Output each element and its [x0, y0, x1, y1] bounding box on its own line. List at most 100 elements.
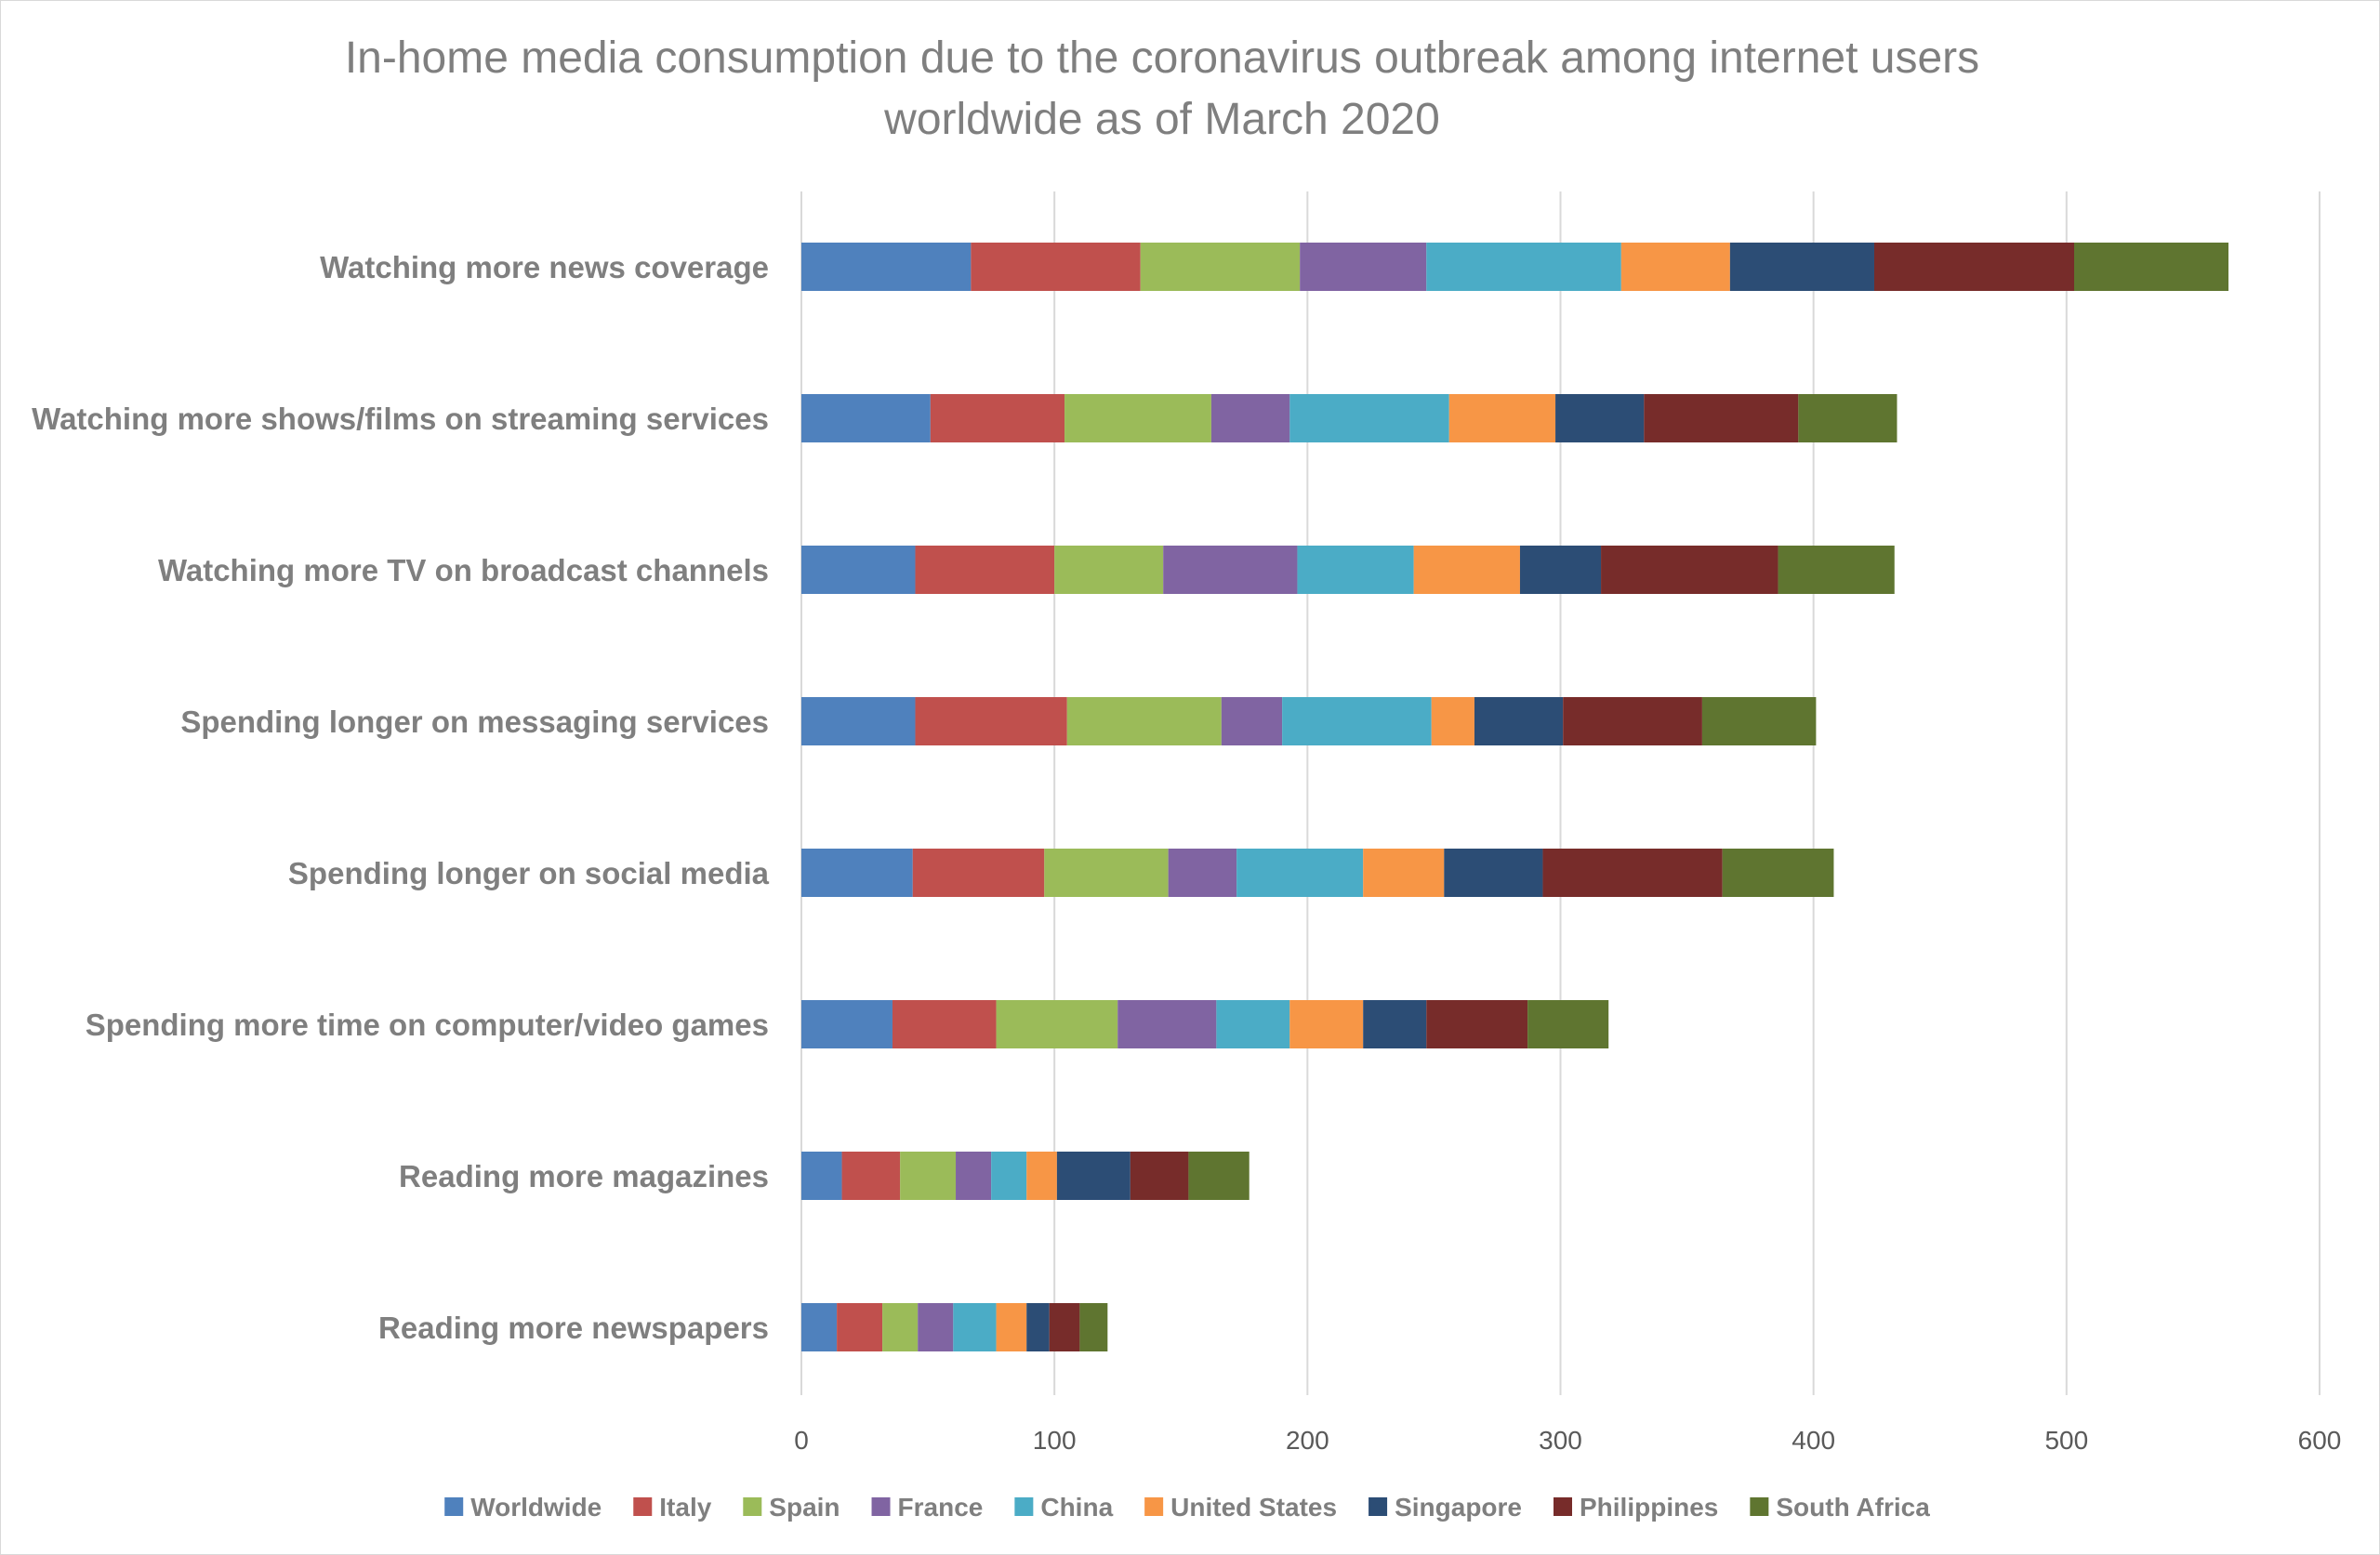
- bar-segment-worldwide: [801, 394, 931, 442]
- bar-segment-france: [956, 1152, 992, 1200]
- legend-swatch: [743, 1497, 762, 1516]
- bar-segment-italy: [971, 243, 1141, 291]
- legend-item: France: [871, 1493, 984, 1522]
- x-tick-label: 400: [1792, 1426, 1835, 1455]
- bar-segment-united-states: [1026, 1152, 1057, 1200]
- legend-label: Singapore: [1395, 1493, 1522, 1522]
- bar-segment-united-states: [1413, 546, 1520, 594]
- bar-segment-united-states: [1431, 697, 1474, 745]
- bar-segment-worldwide: [801, 1152, 842, 1200]
- bar-segment-united-states: [996, 1303, 1027, 1351]
- bar-segment-worldwide: [801, 1000, 892, 1048]
- bar-segment-spain: [1054, 546, 1164, 594]
- category-labels: Watching more news coverage Watching more…: [32, 250, 769, 1345]
- legend-swatch: [1014, 1497, 1034, 1516]
- bar-segment-south-africa: [1188, 1152, 1250, 1200]
- bar-segment-singapore: [1444, 849, 1543, 897]
- bar-segment-singapore: [1519, 546, 1602, 594]
- bar-segment-philippines: [1049, 1303, 1080, 1351]
- bar-segment-spain: [1066, 697, 1222, 745]
- category-label: Watching more TV on broadcast channels: [158, 553, 769, 587]
- bar-segment-spain: [1140, 243, 1301, 291]
- bar-segment-france: [1168, 849, 1237, 897]
- bar-segment-philippines: [1601, 546, 1778, 594]
- legend-label: Worldwide: [470, 1493, 602, 1522]
- bar-segment-philippines: [1563, 697, 1702, 745]
- legend-item: Spain: [743, 1493, 840, 1522]
- bars: [801, 243, 2229, 1351]
- category-label: Watching more shows/films on streaming s…: [32, 402, 769, 436]
- bar-segment-france: [1117, 1000, 1217, 1048]
- category-label: Reading more newspapers: [378, 1311, 769, 1345]
- x-tick-label: 100: [1033, 1426, 1077, 1455]
- legend-swatch: [1750, 1497, 1769, 1516]
- bar-segment-south-africa: [1722, 849, 1834, 897]
- bar-segment-united-states: [1448, 394, 1556, 442]
- legend-swatch: [1144, 1497, 1164, 1516]
- bar-segment-south-africa: [1527, 1000, 1609, 1048]
- bar-segment-spain: [996, 1000, 1118, 1048]
- bar-segment-singapore: [1474, 697, 1564, 745]
- bar-segment-philippines: [1130, 1152, 1189, 1200]
- bar-segment-worldwide: [801, 546, 916, 594]
- category-label: Watching more news coverage: [320, 250, 769, 284]
- legend-item: Italy: [633, 1493, 712, 1522]
- bar-segment-worldwide: [801, 1303, 838, 1351]
- bar-segment-france: [918, 1303, 954, 1351]
- bar-segment-china: [1282, 697, 1432, 745]
- legend-swatch: [871, 1497, 891, 1516]
- bar-segment-united-states: [1620, 243, 1730, 291]
- bar-segment-france: [1300, 243, 1427, 291]
- chart-title: In-home media consumption due to the cor…: [345, 33, 1979, 144]
- bar-segment-philippines: [1542, 849, 1723, 897]
- chart-title-line-2: worldwide as of March 2020: [883, 95, 1440, 144]
- category-label: Spending more time on computer/video gam…: [86, 1008, 769, 1042]
- bar-segment-philippines: [1873, 243, 2074, 291]
- legend-label: Philippines: [1580, 1493, 1718, 1522]
- legend-item: Philippines: [1554, 1493, 1718, 1522]
- bar-segment-philippines: [1644, 394, 1799, 442]
- bar-segment-france: [1210, 394, 1290, 442]
- bar-segment-italy: [915, 697, 1067, 745]
- legend-label: Italy: [659, 1493, 711, 1522]
- x-tick-label: 200: [1286, 1426, 1329, 1455]
- x-tick-label: 500: [2044, 1426, 2088, 1455]
- bar-segment-italy: [912, 849, 1045, 897]
- bar-segment-singapore: [1363, 1000, 1427, 1048]
- bar-segment-united-states: [1289, 1000, 1364, 1048]
- bar-segment-china: [1426, 243, 1621, 291]
- category-label: Spending longer on messaging services: [180, 705, 769, 739]
- legend-label: China: [1040, 1493, 1113, 1522]
- legend-item: South Africa: [1750, 1493, 1930, 1522]
- bar-segment-south-africa: [1778, 546, 1895, 594]
- bar-segment-italy: [930, 394, 1065, 442]
- legend-item: Singapore: [1368, 1493, 1522, 1522]
- x-tick-label: 300: [1539, 1426, 1582, 1455]
- bar-segment-china: [1236, 849, 1364, 897]
- bar-segment-philippines: [1426, 1000, 1528, 1048]
- legend-item: United States: [1144, 1493, 1337, 1522]
- bar-segment-italy: [841, 1152, 901, 1200]
- legend-label: France: [898, 1493, 984, 1522]
- bar-segment-worldwide: [801, 697, 916, 745]
- bar-segment-singapore: [1056, 1152, 1130, 1200]
- bar-segment-singapore: [1555, 394, 1645, 442]
- legend-swatch: [633, 1497, 653, 1516]
- bar-segment-worldwide: [801, 243, 972, 291]
- bar-segment-italy: [892, 1000, 997, 1048]
- x-tick-label: 600: [2298, 1426, 2342, 1455]
- bar-segment-italy: [915, 546, 1055, 594]
- bar-segment-china: [1289, 394, 1449, 442]
- legend-swatch: [1554, 1497, 1572, 1516]
- category-label: Reading more magazines: [399, 1159, 769, 1193]
- bar-segment-spain: [1064, 394, 1211, 442]
- legend-label: United States: [1170, 1493, 1337, 1522]
- bar-segment-worldwide: [801, 849, 913, 897]
- bar-segment-china: [1297, 546, 1414, 594]
- bar-segment-china: [1216, 1000, 1290, 1048]
- x-axis-tick-labels: 0 100 200 300 400 500 600: [794, 1426, 2341, 1455]
- bar-segment-south-africa: [1079, 1303, 1108, 1351]
- legend-swatch: [1368, 1497, 1388, 1516]
